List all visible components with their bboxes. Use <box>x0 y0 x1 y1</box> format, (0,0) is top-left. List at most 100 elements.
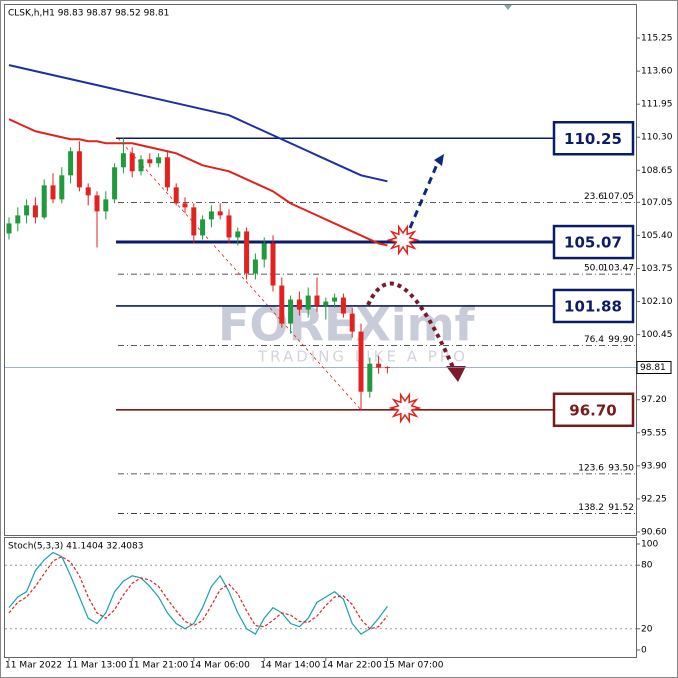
candle-body <box>41 185 47 218</box>
candle-body <box>288 299 294 324</box>
y-tick-label: 115.25 <box>641 34 673 44</box>
fib-value: 103.47 <box>603 264 635 274</box>
key-level-label: 110.25 <box>564 130 622 148</box>
candle-body <box>6 223 12 234</box>
candle-body <box>226 215 232 238</box>
y-tick-label: 80 <box>641 561 653 571</box>
candle-body <box>358 331 364 392</box>
candle-body <box>94 195 100 212</box>
candle-body <box>376 363 382 368</box>
last-price-label: 98.81 <box>640 363 666 373</box>
fib-value: 91.52 <box>608 503 634 513</box>
bearish-arrowhead <box>446 366 466 382</box>
x-tick-label: 11 Mar 13:00 <box>67 661 127 671</box>
y-tick-label: 105.40 <box>641 231 673 241</box>
candle-body <box>103 199 109 212</box>
y-tick-label: 100 <box>641 539 658 549</box>
y-tick-label: 108.65 <box>641 166 673 176</box>
y-tick-label: 20 <box>641 624 653 634</box>
bearish-arrow <box>366 281 457 373</box>
key-level-label: 101.88 <box>564 297 622 315</box>
y-tick-label: 110.30 <box>641 133 673 143</box>
candle-body <box>173 187 179 204</box>
x-tick-label: 14 Mar 14:00 <box>260 661 320 671</box>
candle-body <box>147 159 153 164</box>
candle-body <box>208 211 214 220</box>
last-price-box <box>636 360 672 374</box>
candle-body <box>235 231 241 238</box>
candle-body <box>323 301 329 306</box>
candle-body <box>349 313 355 332</box>
candle-body <box>129 153 135 172</box>
y-tick-label: 92.25 <box>641 494 667 504</box>
candle-body <box>384 367 390 369</box>
y-tick-label: 102.10 <box>641 297 673 307</box>
key-level-label: 105.07 <box>564 234 622 252</box>
key-level-box <box>552 224 635 260</box>
candle-body <box>164 157 170 188</box>
chart-title: CLSK,h,H1 98.83 98.87 98.52 98.81 <box>8 9 169 19</box>
candle-body <box>59 175 65 200</box>
starburst <box>386 224 420 256</box>
candle-body <box>252 259 258 274</box>
fib-value: 99.90 <box>608 335 634 345</box>
x-tick-label: 11 Mar 2022 <box>5 661 62 671</box>
y-tick-label: 97.20 <box>641 395 667 405</box>
candle-body <box>15 215 21 224</box>
candle-body <box>279 285 285 324</box>
candle-body <box>270 243 276 286</box>
moving-average <box>8 64 388 183</box>
y-tick-label: 0 <box>641 646 647 656</box>
y-tick-label: 100.45 <box>641 330 673 340</box>
candle-body <box>120 153 126 168</box>
x-tick-label: 15 Mar 07:00 <box>383 661 443 671</box>
x-tick-label: 11 Mar 21:00 <box>128 661 188 671</box>
candle-body <box>314 295 320 306</box>
candle-body <box>261 243 267 260</box>
fib-ratio: 23.6 <box>584 192 604 202</box>
y-tick-label: 95.55 <box>641 428 667 438</box>
key-level-box <box>552 121 635 156</box>
y-tick-label: 107.05 <box>641 198 673 208</box>
candle-body <box>156 157 162 164</box>
y-tick-label: 93.90 <box>641 461 667 471</box>
candle-body <box>76 151 82 188</box>
candle-body <box>340 297 346 314</box>
candle-body <box>68 151 74 176</box>
y-tick-label: 113.60 <box>641 67 673 77</box>
fib-value: 93.50 <box>608 463 634 473</box>
y-tick-label: 103.75 <box>641 264 673 274</box>
candle-body <box>138 159 144 172</box>
candle-body <box>367 363 373 392</box>
key-level-box <box>552 392 635 428</box>
fib-value: 107.05 <box>603 192 635 202</box>
main-panel <box>4 4 637 536</box>
candle-body <box>182 203 188 208</box>
candle-body <box>85 187 91 196</box>
stoch-line <box>8 556 388 630</box>
candle-body <box>112 167 118 200</box>
candle-body <box>200 219 206 236</box>
candle-body <box>296 299 302 310</box>
candle-body <box>50 185 56 200</box>
y-tick-label: 111.95 <box>641 100 673 110</box>
starburst <box>388 392 422 424</box>
candle-body <box>305 295 311 310</box>
y-tick-label: 90.60 <box>641 527 667 537</box>
candle-body <box>191 207 197 236</box>
candle-body <box>244 231 250 274</box>
candle-body <box>332 297 338 302</box>
fib-ratio: 50.0 <box>584 264 604 274</box>
x-tick-label: 14 Mar 06:00 <box>190 661 250 671</box>
candle-body <box>217 211 223 216</box>
x-tick-label: 14 Mar 22:00 <box>322 661 382 671</box>
fib-ratio: 138.2 <box>578 503 604 513</box>
fib-ratio: 123.6 <box>578 463 604 473</box>
fib-trendline <box>117 137 362 411</box>
bullish-arrowhead <box>434 154 444 166</box>
stoch-line <box>8 551 388 635</box>
shift-marker <box>504 5 512 10</box>
fib-ratio: 76.4 <box>584 335 604 345</box>
